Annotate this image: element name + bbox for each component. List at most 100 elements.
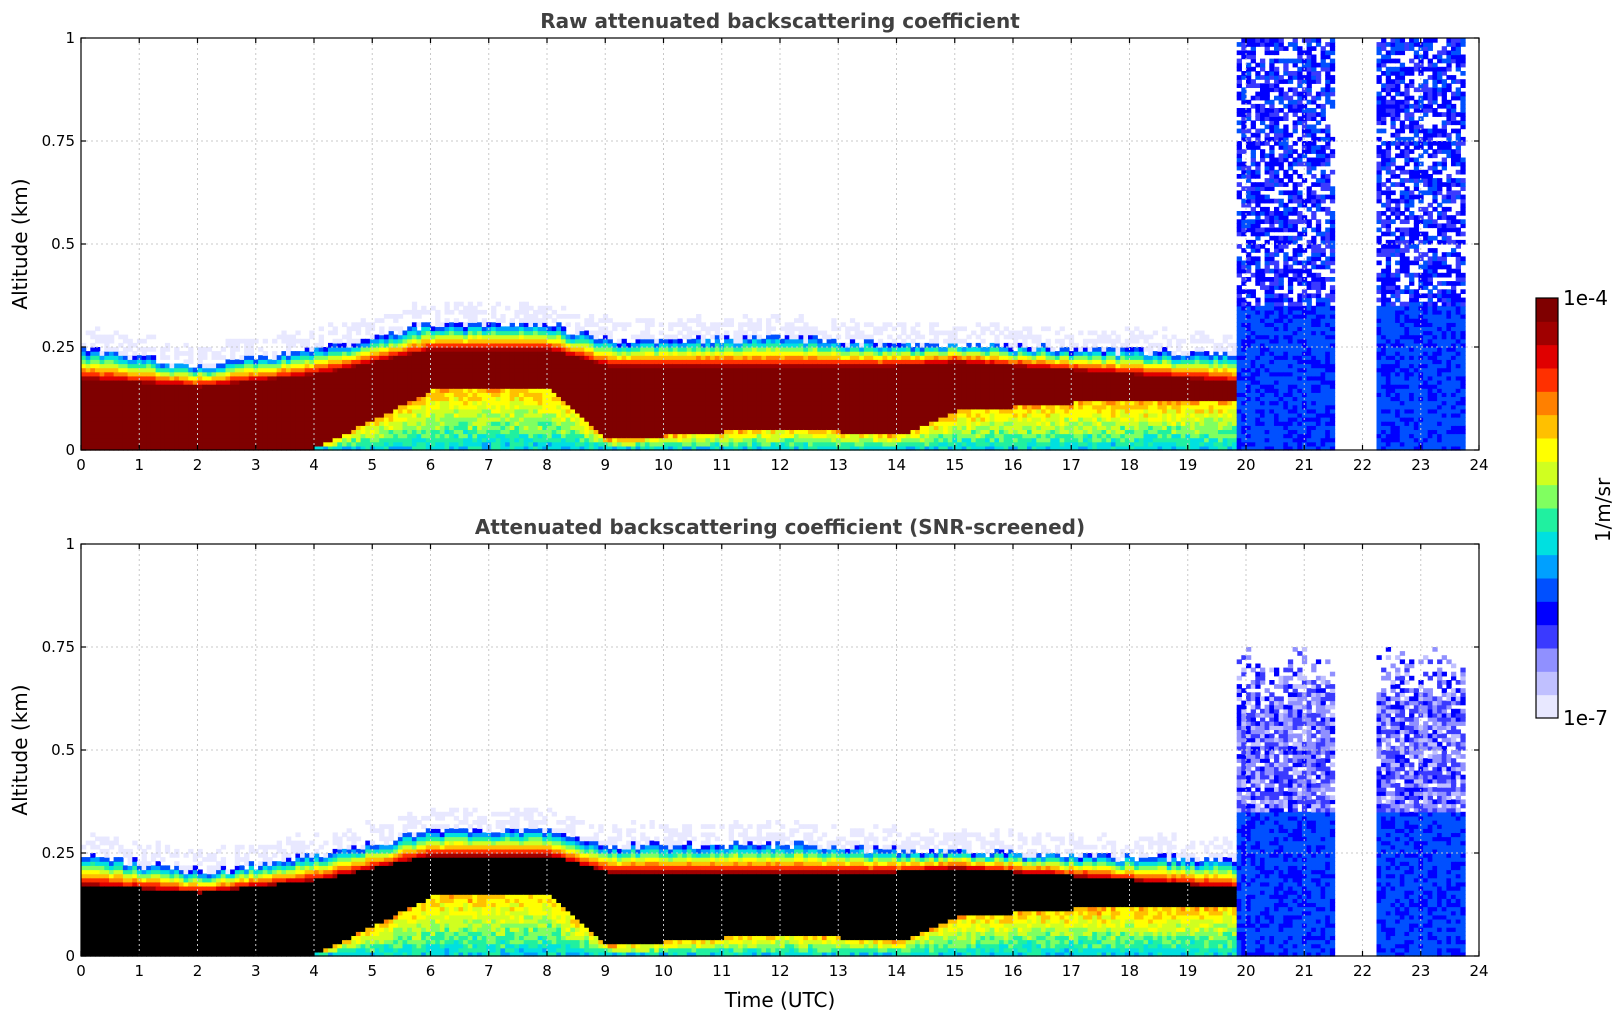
heatmap-cell <box>505 421 511 426</box>
heatmap-cell <box>248 338 255 344</box>
heatmap-cell <box>281 437 287 443</box>
heatmap-cell <box>435 404 441 410</box>
heatmap-cell <box>644 425 651 431</box>
heatmap-cell <box>360 404 366 410</box>
heatmap-cell <box>738 425 744 431</box>
heatmap-cell <box>644 367 651 373</box>
heatmap-cell <box>85 371 91 377</box>
heatmap-cell <box>337 380 343 385</box>
heatmap-cell <box>286 408 292 414</box>
heatmap-cell <box>379 318 385 323</box>
heatmap-cell <box>141 359 147 365</box>
heatmap-cell <box>849 371 856 377</box>
heatmap-cell <box>561 404 567 410</box>
heatmap-cell <box>411 392 418 398</box>
heatmap-cell <box>164 445 171 451</box>
heatmap-cell <box>570 425 576 431</box>
heatmap-cell <box>877 392 884 398</box>
heatmap-cell <box>90 421 96 426</box>
heatmap-cell <box>565 371 571 377</box>
heatmap-cell <box>346 375 352 381</box>
heatmap-cell <box>411 375 418 381</box>
heatmap-cell <box>374 351 380 356</box>
heatmap-cell <box>724 421 730 426</box>
heatmap-cell <box>821 334 828 340</box>
heatmap-cell <box>547 421 553 426</box>
heatmap-cell <box>318 392 324 398</box>
heatmap-cell <box>575 441 581 447</box>
heatmap-cell <box>109 445 115 451</box>
heatmap-cell <box>99 392 105 398</box>
heatmap-cell <box>342 363 348 369</box>
heatmap-cell <box>178 371 185 377</box>
heatmap-cell <box>304 392 310 398</box>
heatmap-cell <box>672 347 679 352</box>
heatmap-cell <box>127 412 133 418</box>
heatmap-cell <box>747 334 753 340</box>
heatmap-cell <box>127 417 133 422</box>
heatmap-cell <box>873 429 879 435</box>
heatmap-cell <box>127 359 133 365</box>
heatmap-cell <box>397 351 404 356</box>
heatmap-cell <box>607 380 613 385</box>
heatmap-cell <box>211 404 217 410</box>
heatmap-cell <box>556 322 562 328</box>
heatmap-cell <box>430 347 436 352</box>
heatmap-cell <box>122 363 129 369</box>
heatmap-cell <box>542 429 548 435</box>
heatmap-cell <box>183 384 189 389</box>
heatmap-cell <box>365 371 371 377</box>
heatmap-cell <box>840 375 846 381</box>
heatmap-cell <box>700 445 707 451</box>
heatmap-cell <box>747 367 753 373</box>
heatmap-cell <box>281 412 287 418</box>
heatmap-cell <box>248 412 255 418</box>
heatmap-cell <box>383 371 390 377</box>
heatmap-cell <box>104 404 110 410</box>
heatmap-cell <box>230 417 236 422</box>
heatmap-cell <box>463 429 469 435</box>
heatmap-cell <box>808 408 814 414</box>
heatmap-cell <box>831 392 837 398</box>
heatmap-cell <box>346 342 352 348</box>
heatmap-cell <box>122 334 129 340</box>
heatmap-cell <box>453 347 460 352</box>
heatmap-cell <box>365 417 371 422</box>
heatmap-cell <box>435 392 441 398</box>
heatmap-cell <box>421 338 427 344</box>
heatmap-cell <box>598 355 604 360</box>
heatmap-cell <box>318 441 324 447</box>
heatmap-cell <box>537 429 543 435</box>
heatmap-cell <box>752 322 758 328</box>
heatmap-cell <box>211 417 217 422</box>
heatmap-cell <box>122 429 129 435</box>
heatmap-cell <box>766 359 772 365</box>
heatmap-cell <box>118 342 124 348</box>
heatmap-cell <box>630 359 637 365</box>
heatmap-cell <box>621 367 627 373</box>
heatmap-cell <box>668 441 674 447</box>
heatmap-cell <box>81 388 87 393</box>
heatmap-cell <box>360 421 366 426</box>
heatmap-cell <box>579 338 585 344</box>
heatmap-cell <box>365 441 371 447</box>
heatmap-cell <box>360 342 366 348</box>
heatmap-cell <box>826 429 832 435</box>
heatmap-cell <box>784 334 790 340</box>
heatmap-cell <box>355 421 362 426</box>
heatmap-cell <box>565 408 571 414</box>
heatmap-cell <box>831 363 837 369</box>
heatmap-cell <box>491 338 497 344</box>
heatmap-cell <box>533 417 539 422</box>
heatmap-cell <box>696 429 702 435</box>
heatmap-cell <box>416 408 422 414</box>
heatmap-cell <box>519 326 525 332</box>
heatmap-cell <box>668 359 674 365</box>
heatmap-cell <box>346 396 352 402</box>
heatmap-cell <box>584 375 590 381</box>
heatmap-cell <box>286 392 292 398</box>
heatmap-cell <box>467 421 474 426</box>
heatmap-cell <box>369 355 376 360</box>
heatmap-cell <box>868 429 874 435</box>
heatmap-cell <box>877 437 884 443</box>
